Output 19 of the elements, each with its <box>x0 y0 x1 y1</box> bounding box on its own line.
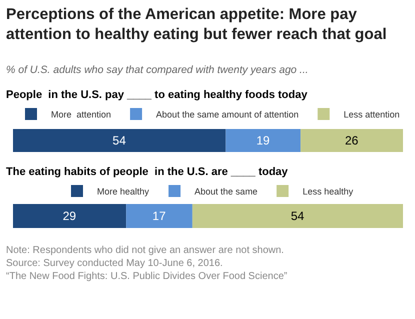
source-note: Source: Survey conducted May 10-June 6, 2016. <box>6 258 223 269</box>
legend-label: About the same amount of attention <box>156 110 299 120</box>
chart-subtitle: % of U.S. adults who say that compared with twenty years ago ... <box>6 64 308 76</box>
legend-label: More attention <box>51 110 112 120</box>
data-label: 26 <box>344 134 359 148</box>
legend-label: Less attention <box>344 110 400 120</box>
text: “The New Food Fights: U.S. Public Divides Over Food Science” <box>6 271 288 282</box>
text: The eating habits of people in the U.S. are ____ today <box>6 166 289 178</box>
data-label: 29 <box>62 209 76 223</box>
legend-label: More healthy <box>97 186 150 197</box>
data-label: 54 <box>290 209 305 223</box>
data-label: 19 <box>256 134 270 148</box>
legend-label: Less healthy <box>302 186 354 197</box>
text: Note: Respondents who did not give an answer are not shown. <box>6 245 284 256</box>
legend-label: About the same <box>194 186 258 197</box>
data-label: 17 <box>152 209 166 223</box>
chart-title: Perceptions of the American appetite: More pay attention to healthy eating but fewer reach that goal <box>6 6 387 44</box>
data-label: 54 <box>112 134 126 148</box>
text: People in the U.S. pay ____ to eating healthy foods today <box>6 89 308 101</box>
